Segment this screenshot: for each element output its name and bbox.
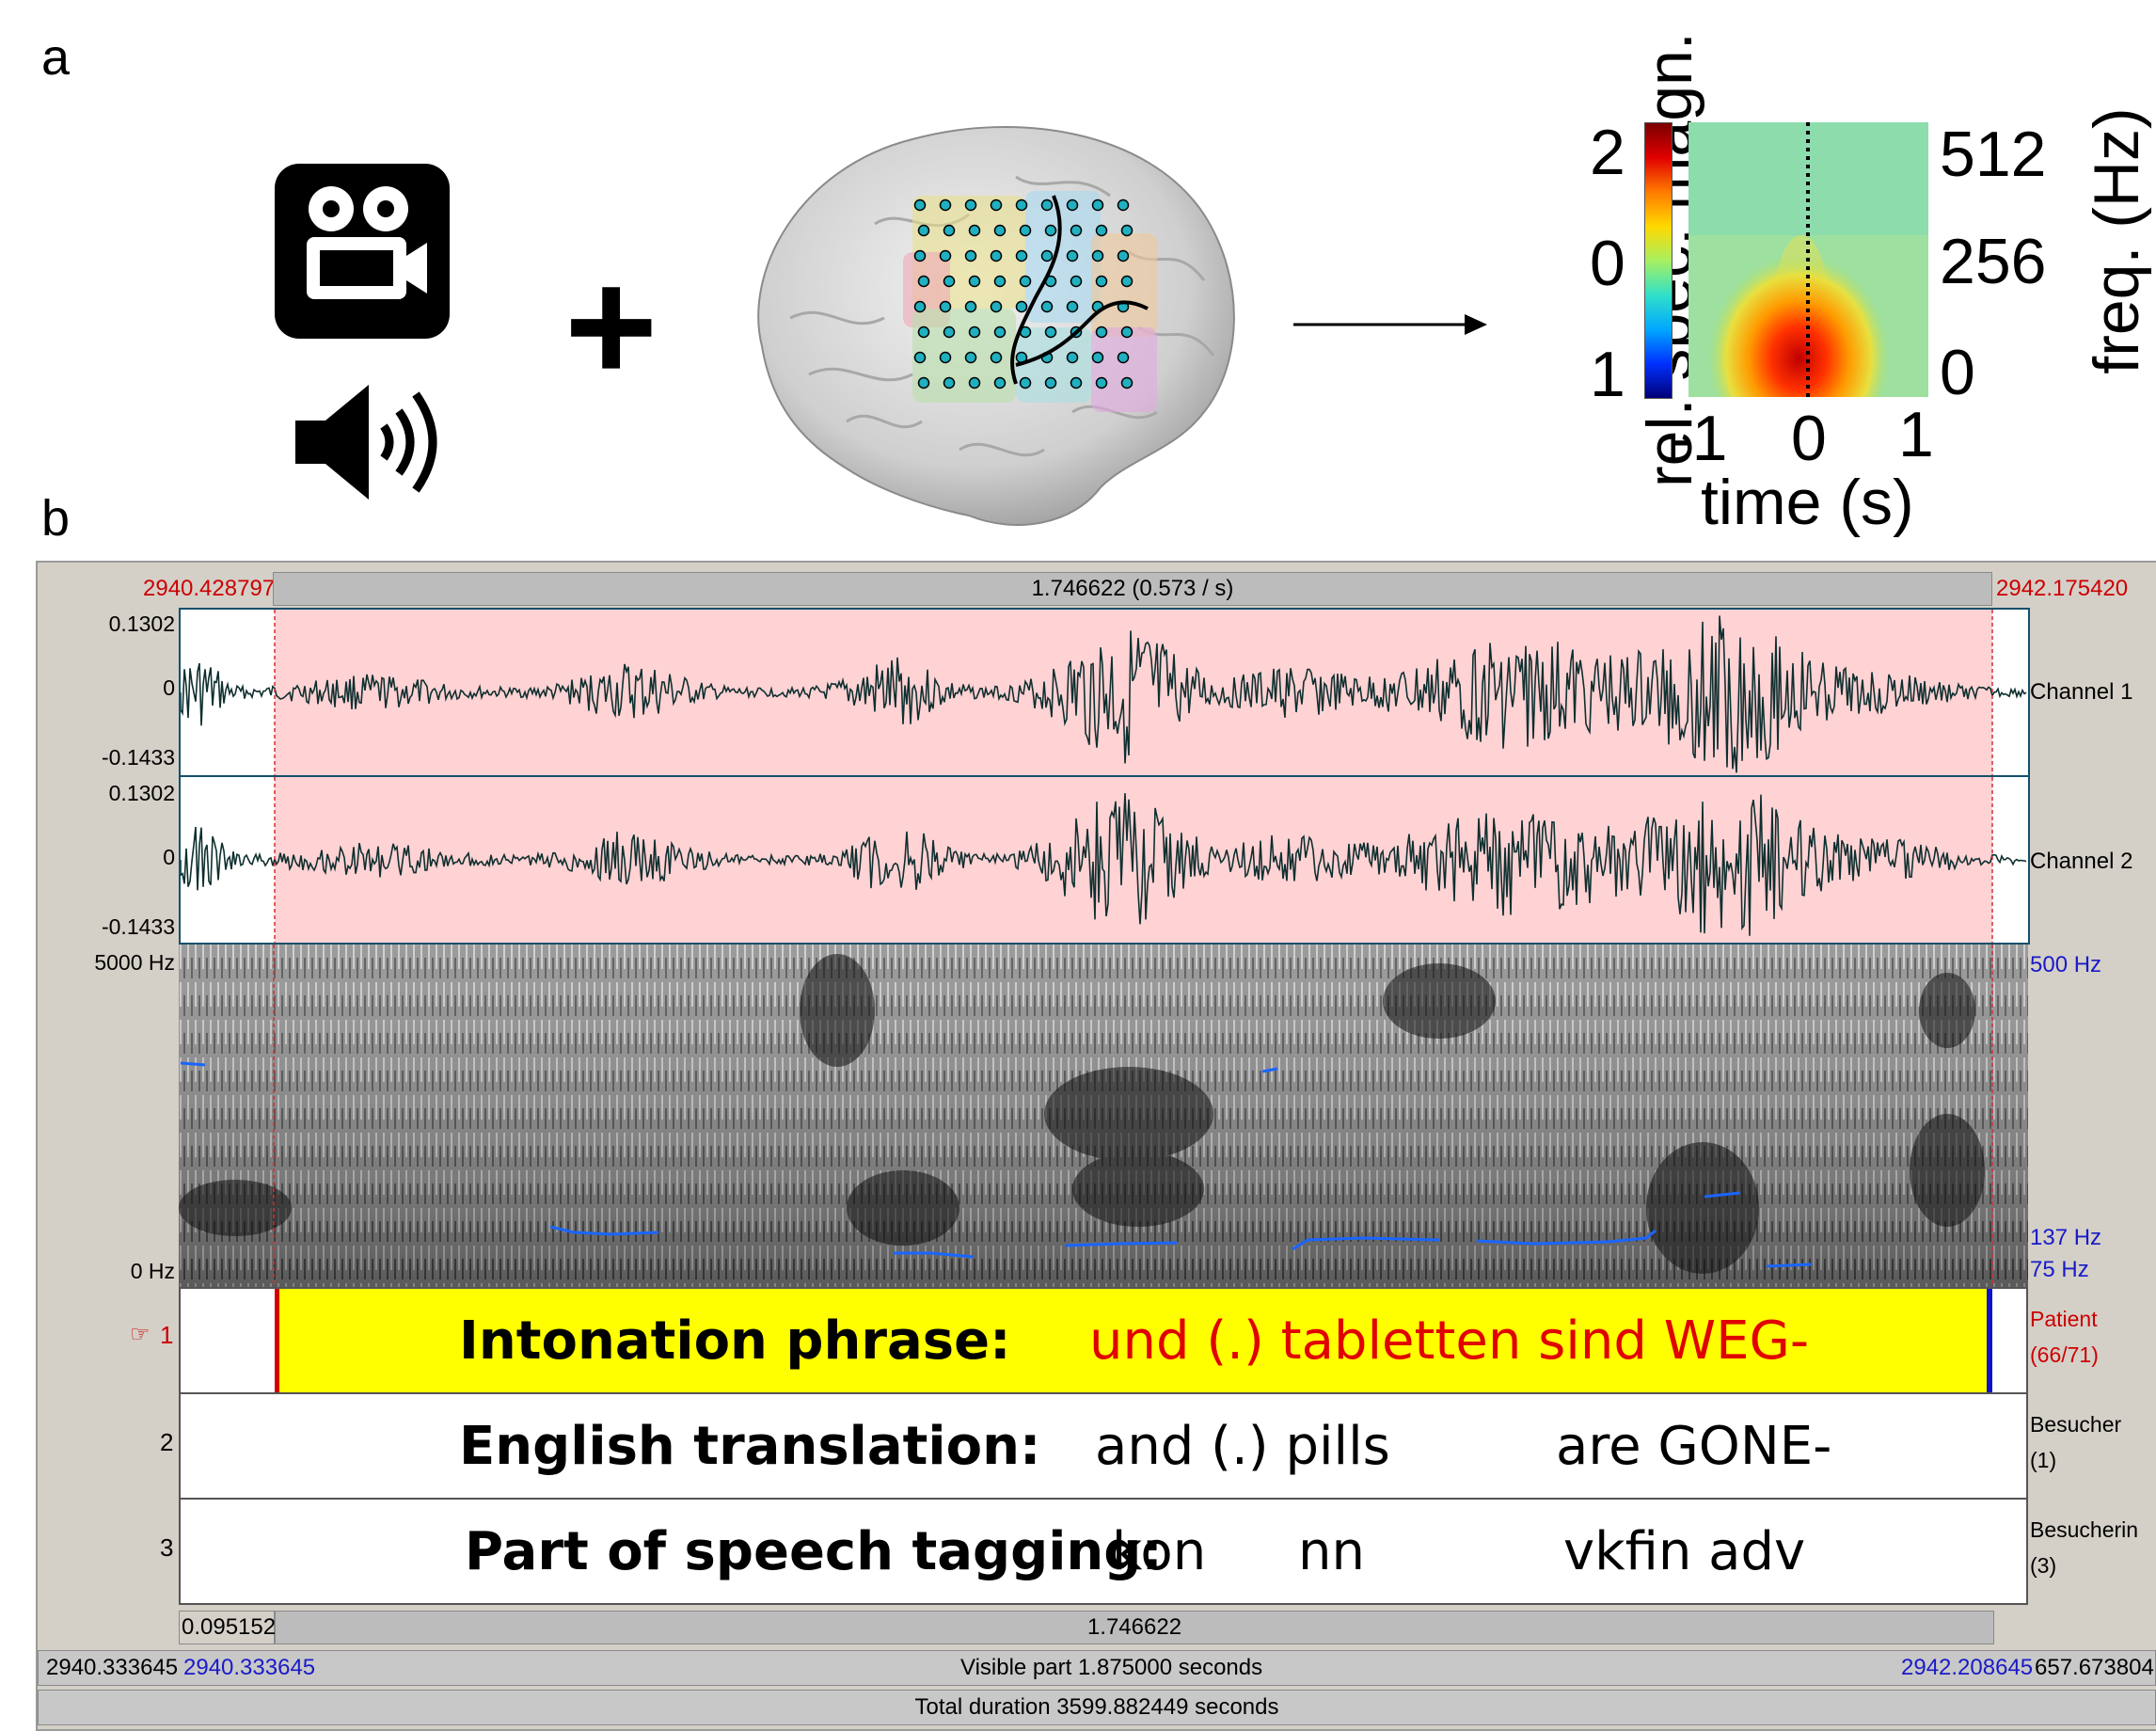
spectrogram[interactable] xyxy=(179,945,2028,1287)
tier-2-number: 2 xyxy=(160,1428,174,1456)
tier-3-heading: Part of speech tagging: xyxy=(465,1521,1163,1582)
view-left-outer: 2940.333645 xyxy=(46,1655,179,1680)
freq-tick-0: 0 xyxy=(1940,337,1975,408)
ch2-zero: 0 xyxy=(163,845,175,869)
tier-1-text: und (.) tabletten sind WEG- xyxy=(1089,1310,1810,1372)
panel-b-label: b xyxy=(41,490,71,547)
speaker-icon xyxy=(292,381,452,503)
ch1-max: 0.1302 xyxy=(108,611,175,636)
tier-1-number: 1 xyxy=(160,1321,174,1349)
channel-2-waveform[interactable] xyxy=(179,775,2030,945)
colorbar-tick-mid: 0 xyxy=(1590,228,1625,299)
ch2-min: -0.1433 xyxy=(101,914,175,939)
tier-1-count: (66/71) xyxy=(2030,1342,2099,1367)
tier-1-speaker: Patient xyxy=(2030,1307,2098,1331)
ch1-min: -0.1433 xyxy=(101,745,175,770)
visible-part-label: Visible part 1.875000 seconds xyxy=(960,1655,1263,1680)
tier-1-heading: Intonation phrase: xyxy=(459,1310,1011,1372)
spec-top-freq: 5000 Hz xyxy=(94,950,175,975)
video-camera-icon xyxy=(275,164,450,339)
selection-offset-box: 0.095152 xyxy=(179,1611,277,1644)
ch1-zero: 0 xyxy=(163,675,175,700)
tier-1-segment[interactable] xyxy=(275,1289,1992,1392)
visible-part-bar[interactable]: 2940.333645 2940.333645 Visible part 1.8… xyxy=(38,1650,2156,1686)
selection-bottom-bar[interactable]: 1.746622 xyxy=(275,1611,1994,1644)
total-duration-bar[interactable]: Total duration 3599.882449 seconds xyxy=(38,1690,2156,1725)
tier-3-word-2: nn xyxy=(1298,1521,1365,1582)
colorbar-tick-bottom: 1 xyxy=(1590,339,1625,410)
freq-axis-label: freq. (Hz) xyxy=(2081,107,2152,374)
tier-1-row[interactable]: Intonation phrase: und (.) tabletten sin… xyxy=(179,1287,2028,1394)
tier-2-row[interactable]: English translation: and (.) pills are G… xyxy=(179,1392,2028,1500)
panel-a-label: a xyxy=(41,29,71,86)
tier-3-speaker: Besucherin xyxy=(2030,1517,2139,1542)
brain-electrode-grid xyxy=(734,111,1260,544)
tier-3-word-3: vkfin adv xyxy=(1563,1521,1806,1582)
time-tick-1: 1 xyxy=(1898,399,1934,470)
freq-tick-512: 512 xyxy=(1940,119,2047,190)
freq-tick-256: 256 xyxy=(1940,226,2047,297)
pitch-low-label: 75 Hz xyxy=(2030,1257,2089,1282)
total-duration-label: Total duration 3599.882449 seconds xyxy=(914,1694,1279,1720)
spectrogram-image xyxy=(179,945,2028,1287)
tier-2-word-2: are GONE- xyxy=(1556,1416,1832,1477)
tier-2-word-1: and (.) pills xyxy=(1095,1416,1390,1477)
view-right-outer: 657.673804 xyxy=(2035,1655,2154,1680)
tier-2-speaker: Besucher xyxy=(2030,1412,2122,1437)
tier-3-count: (3) xyxy=(2030,1553,2057,1578)
selection-offset: 0.095152 xyxy=(182,1614,277,1640)
waveform-2 xyxy=(181,777,2027,943)
channel-1-label: Channel 1 xyxy=(2030,679,2133,705)
selection-end-time: 2942.175420 xyxy=(1996,576,2129,601)
spec-bottom-freq: 0 Hz xyxy=(130,1259,175,1283)
pitch-mid-label: 137 Hz xyxy=(2030,1225,2102,1250)
plus-icon: + xyxy=(564,237,658,416)
selection-duration: 1.746622 (0.573 / s) xyxy=(1031,576,1234,601)
right-arrow-icon xyxy=(1293,310,1491,339)
selection-region xyxy=(275,610,1992,775)
selection-start-time: 2940.428797 xyxy=(143,576,276,601)
tier-3-row[interactable]: Part of speech tagging: kon nn vkfin adv xyxy=(179,1498,2028,1605)
waveform-1 xyxy=(181,610,2027,775)
selection-duration-bar[interactable]: 1.746622 (0.573 / s) xyxy=(273,572,1992,606)
channel-1-waveform[interactable] xyxy=(179,608,2030,777)
colorbar-tick-top: 2 xyxy=(1590,117,1625,188)
tier-3-word-1: kon xyxy=(1112,1521,1207,1582)
tier-1-marker-icon: ☞ xyxy=(130,1322,151,1347)
pitch-top-label: 500 Hz xyxy=(2030,952,2102,977)
time-axis-label: time (s) xyxy=(1701,467,1914,538)
selection-bottom-duration: 1.746622 xyxy=(1086,1614,1182,1640)
tier-3-number: 3 xyxy=(160,1533,174,1562)
time-frequency-heatmap xyxy=(1688,122,1928,397)
tier-2-count: (1) xyxy=(2030,1448,2057,1472)
colorbar xyxy=(1644,122,1672,399)
channel-2-label: Channel 2 xyxy=(2030,849,2133,874)
ch2-max: 0.1302 xyxy=(108,781,175,805)
time-tick-0: 0 xyxy=(1791,403,1827,474)
tier-2-heading: English translation: xyxy=(459,1416,1041,1477)
time-tick-neg1: -1 xyxy=(1671,403,1728,474)
view-left: 2940.333645 xyxy=(183,1655,316,1680)
view-right: 2942.208645 xyxy=(1901,1655,2034,1680)
